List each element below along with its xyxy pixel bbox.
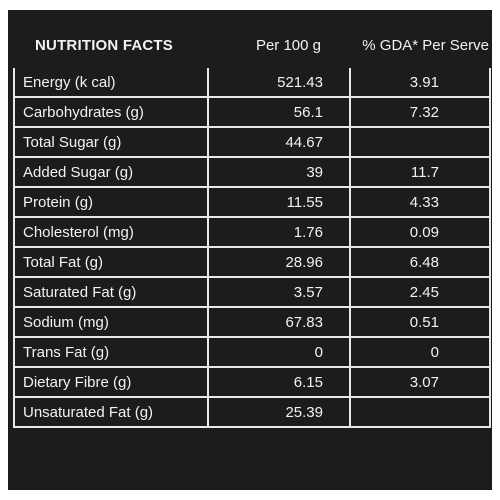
gda-cell: 4.33 bbox=[349, 186, 491, 218]
table-row: Energy (k cal) 521.43 3.91 bbox=[13, 66, 491, 98]
nutrient-name-cell: Added Sugar (g) bbox=[13, 156, 209, 188]
per-100g-cell: 44.67 bbox=[207, 126, 351, 158]
gda-cell: 7.32 bbox=[349, 96, 491, 128]
gda-cell: 3.07 bbox=[349, 366, 491, 398]
table-row: Added Sugar (g) 39 11.7 bbox=[13, 156, 491, 188]
gda-cell: 6.48 bbox=[349, 246, 491, 278]
gda-cell: 3.91 bbox=[349, 66, 491, 98]
table-row: Sodium (mg) 67.83 0.51 bbox=[13, 306, 491, 338]
nutrient-name-cell: Carbohydrates (g) bbox=[13, 96, 209, 128]
per-100g-cell: 56.1 bbox=[207, 96, 351, 128]
nutrient-name-cell: Unsaturated Fat (g) bbox=[13, 396, 209, 428]
per-100g-header: Per 100 g bbox=[255, 36, 321, 54]
gda-cell bbox=[349, 126, 491, 158]
nutrient-name-cell: Energy (k cal) bbox=[13, 66, 209, 98]
per-100g-cell: 6.15 bbox=[207, 366, 351, 398]
table-header-row: NUTRITION FACTS Per 100 g % GDA* Per Ser… bbox=[14, 23, 490, 67]
per-100g-cell: 28.96 bbox=[207, 246, 351, 278]
per-100g-cell: 25.39 bbox=[207, 396, 351, 428]
gda-cell: 0 bbox=[349, 336, 491, 368]
per-100g-cell: 521.43 bbox=[207, 66, 351, 98]
nutrient-name-cell: Cholesterol (mg) bbox=[13, 216, 209, 248]
table-row: Cholesterol (mg) 1.76 0.09 bbox=[13, 216, 491, 248]
per-100g-cell: 3.57 bbox=[207, 276, 351, 308]
gda-cell bbox=[349, 396, 491, 428]
per-100g-cell: 1.76 bbox=[207, 216, 351, 248]
gda-per-serve-header: % GDA* Per Serve bbox=[362, 36, 489, 54]
gda-cell: 2.45 bbox=[349, 276, 491, 308]
nutrient-name-cell: Protein (g) bbox=[13, 186, 209, 218]
table-row: Total Fat (g) 28.96 6.48 bbox=[13, 246, 491, 278]
gda-cell: 11.7 bbox=[349, 156, 491, 188]
nutrient-name-cell: Total Sugar (g) bbox=[13, 126, 209, 158]
gda-cell: 0.09 bbox=[349, 216, 491, 248]
table-row: Unsaturated Fat (g) 25.39 bbox=[13, 396, 491, 428]
nutrient-name-cell: Total Fat (g) bbox=[13, 246, 209, 278]
per-100g-cell: 0 bbox=[207, 336, 351, 368]
gda-cell: 0.51 bbox=[349, 306, 491, 338]
table-row: Carbohydrates (g) 56.1 7.32 bbox=[13, 96, 491, 128]
table-row: Dietary Fibre (g) 6.15 3.07 bbox=[13, 366, 491, 398]
nutrient-name-cell: Trans Fat (g) bbox=[13, 336, 209, 368]
nutrient-name-cell: Dietary Fibre (g) bbox=[13, 366, 209, 398]
per-100g-cell: 67.83 bbox=[207, 306, 351, 338]
per-100g-cell: 39 bbox=[207, 156, 351, 188]
table-row: Trans Fat (g) 0 0 bbox=[13, 336, 491, 368]
per-100g-cell: 11.55 bbox=[207, 186, 351, 218]
table-row: Protein (g) 11.55 4.33 bbox=[13, 186, 491, 218]
nutrient-name-cell: Saturated Fat (g) bbox=[13, 276, 209, 308]
nutrition-facts-table: NUTRITION FACTS Per 100 g % GDA* Per Ser… bbox=[13, 22, 491, 428]
nutrition-facts-heading: NUTRITION FACTS bbox=[35, 36, 173, 54]
nutrient-name-cell: Sodium (mg) bbox=[13, 306, 209, 338]
table-row: Total Sugar (g) 44.67 bbox=[13, 126, 491, 158]
table-row: Saturated Fat (g) 3.57 2.45 bbox=[13, 276, 491, 308]
